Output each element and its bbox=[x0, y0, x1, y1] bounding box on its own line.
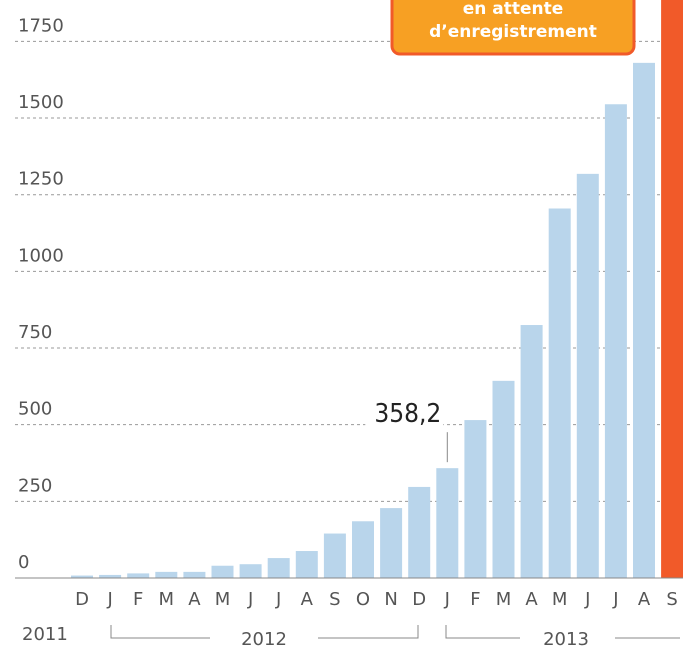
x-tick-label: F bbox=[470, 589, 480, 610]
x-tick-label: J bbox=[584, 589, 590, 610]
bar bbox=[352, 521, 374, 578]
x-tick-label: O bbox=[356, 589, 370, 610]
bar bbox=[295, 551, 318, 578]
x-tick-label: J bbox=[106, 589, 112, 610]
bar bbox=[127, 573, 150, 578]
annotation-box bbox=[390, 0, 636, 56]
bars bbox=[71, 0, 683, 578]
annotation: en attente bbox=[463, 0, 564, 19]
x-tick-label: A bbox=[301, 589, 314, 610]
bar bbox=[436, 468, 459, 578]
year-bracket bbox=[445, 625, 680, 639]
y-tick-label: 500 bbox=[18, 399, 52, 420]
x-tick-label: F bbox=[133, 589, 143, 610]
bar bbox=[155, 571, 178, 578]
x-tick-label: M bbox=[159, 589, 175, 610]
bar bbox=[520, 325, 543, 578]
x-tick-label: M bbox=[496, 589, 512, 610]
bar bbox=[71, 575, 93, 578]
year-bracket bbox=[110, 625, 419, 639]
y-tick-label: 0 bbox=[18, 552, 29, 573]
x-tick-label: J bbox=[275, 589, 281, 610]
bar bbox=[183, 571, 206, 578]
bar bbox=[464, 420, 487, 578]
bar bbox=[576, 173, 599, 578]
x-tick-label: S bbox=[329, 589, 340, 610]
bar bbox=[633, 62, 655, 578]
bar bbox=[380, 508, 403, 578]
x-tick-label: D bbox=[412, 589, 426, 610]
bar bbox=[604, 104, 627, 578]
x-tick-label: A bbox=[638, 589, 651, 610]
bar bbox=[548, 208, 571, 578]
x-tick-label: J bbox=[612, 589, 618, 610]
x-tick-label: A bbox=[188, 589, 201, 610]
y-tick-label: 1750 bbox=[18, 15, 64, 36]
bar bbox=[492, 380, 515, 578]
y-tick-label: 750 bbox=[18, 322, 52, 343]
x-tick-label: J bbox=[247, 589, 253, 610]
y-tick-label: 1000 bbox=[18, 245, 64, 266]
bar bbox=[408, 486, 431, 578]
value-label: 358,2 bbox=[374, 399, 441, 429]
y-tick-label: 1250 bbox=[18, 169, 64, 190]
x-tick-label: A bbox=[525, 589, 538, 610]
year-label: 2013 bbox=[543, 629, 589, 649]
bar bbox=[211, 565, 234, 578]
bar bbox=[323, 533, 346, 578]
x-tick-label: S bbox=[666, 589, 677, 610]
year-label: 2012 bbox=[241, 629, 287, 649]
y-tick-label: 1500 bbox=[18, 92, 64, 113]
x-tick-label: M bbox=[552, 589, 568, 610]
annotation: d’enregistrement bbox=[429, 22, 597, 42]
bar bbox=[239, 564, 262, 578]
bar bbox=[661, 0, 683, 578]
bar bbox=[267, 558, 290, 578]
x-tick-label: N bbox=[384, 589, 397, 610]
bar bbox=[99, 574, 122, 578]
x-tick-label: J bbox=[444, 589, 450, 610]
label-bg bbox=[365, 398, 444, 433]
x-tick-label: D bbox=[75, 589, 89, 610]
year-label: 2011 bbox=[22, 624, 68, 645]
x-tick-label: M bbox=[215, 589, 231, 610]
y-tick-label: 250 bbox=[18, 475, 52, 496]
